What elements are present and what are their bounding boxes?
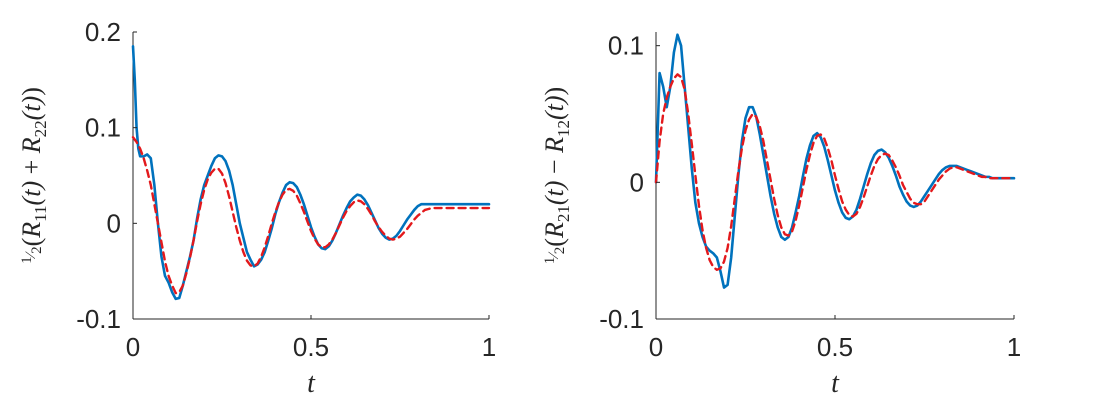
y-tick-label: -0.1 <box>599 304 644 334</box>
y-tick-label: 0 <box>630 167 644 197</box>
x-tick-label: 0.5 <box>817 332 853 362</box>
solid-series-line <box>131 45 491 301</box>
x-tick-label: 1 <box>482 332 496 362</box>
dashed-series-line <box>654 73 1016 271</box>
y-tick-label: 0.2 <box>85 17 121 47</box>
x-axis-label: t <box>831 368 840 399</box>
right-chart-panel: 0 0.5 1-0.100.1t1⁄2(R21(t) − R12(t)) <box>540 31 1021 399</box>
y-tick-label: -0.1 <box>76 304 121 334</box>
y-axis-label: 1⁄2(R11(t) + R22(t)) <box>17 87 50 264</box>
svg-text:1⁄2(R21(t) − R12(t)): 1⁄2(R21(t) − R12(t)) <box>540 87 573 264</box>
solid-series-line <box>654 33 1016 289</box>
x-tick-label: 0 <box>126 332 140 362</box>
x-tick-label: 0 <box>649 332 663 362</box>
x-tick-label: 0.5 <box>293 332 329 362</box>
dashed-series-line <box>131 136 491 295</box>
svg-text:1⁄2(R11(t) + R22(t)): 1⁄2(R11(t) + R22(t)) <box>17 87 50 264</box>
x-axis-label: t <box>307 368 316 399</box>
x-tick-label: 1 <box>1007 332 1021 362</box>
y-tick-label: 0.1 <box>608 31 644 61</box>
y-tick-label: 0 <box>107 208 121 238</box>
left-chart-panel: 0 0.5 1-0.100.10.2t1⁄2(R11(t) + R22(t)) <box>17 17 496 399</box>
y-tick-label: 0.1 <box>85 113 121 143</box>
y-axis-label: 1⁄2(R21(t) − R12(t)) <box>540 87 573 264</box>
